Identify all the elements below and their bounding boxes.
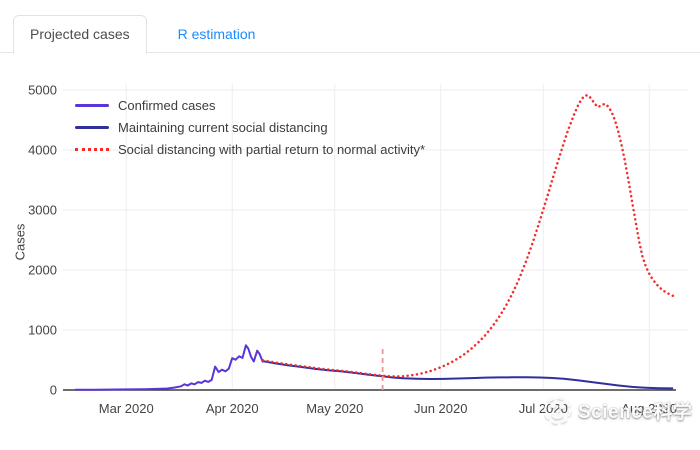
- x-tick-label: Aug 2020: [621, 401, 677, 416]
- y-tick-label: 5000: [28, 83, 57, 98]
- y-tick-label: 3000: [28, 203, 57, 218]
- legend-item-maintaining-distancing[interactable]: Maintaining current social distancing: [75, 116, 425, 138]
- legend-item-partial-return[interactable]: Social distancing with partial return to…: [75, 138, 425, 160]
- y-tick-label: 0: [50, 383, 57, 398]
- x-tick-label: Jul 2020: [519, 401, 568, 416]
- x-tick-label: Apr 2020: [206, 401, 259, 416]
- legend-label: Maintaining current social distancing: [118, 119, 328, 135]
- x-tick-label: Mar 2020: [99, 401, 154, 416]
- legend-label: Confirmed cases: [118, 97, 216, 113]
- legend-line-maintaining-distancing: [75, 125, 109, 129]
- legend-item-confirmed-cases[interactable]: Confirmed cases: [75, 94, 425, 116]
- tab-bar: Projected cases R estimation: [13, 15, 272, 54]
- chart-gridlines: [63, 84, 688, 391]
- y-tick-label: 2000: [28, 263, 57, 278]
- tab-projected-cases[interactable]: Projected cases: [13, 15, 147, 54]
- y-axis-title: Cases: [12, 223, 28, 261]
- chart-tick-labels: Mar 2020 Apr 2020 May 2020 Jun 2020 Jul 2020…: [28, 83, 677, 417]
- legend-line-partial-return: [75, 147, 109, 151]
- x-tick-label: Jun 2020: [414, 401, 468, 416]
- legend-line-confirmed-cases: [75, 103, 109, 107]
- y-tick-label: 4000: [28, 143, 57, 158]
- legend-label: Social distancing with partial return to…: [118, 141, 426, 157]
- chart-legend: Confirmed cases Maintaining current soci…: [75, 94, 425, 160]
- series-line-1: [74, 344, 264, 391]
- series-line-2: [262, 360, 674, 390]
- x-tick-label: May 2020: [306, 401, 363, 416]
- tab-r-estimation[interactable]: R estimation: [177, 26, 256, 42]
- y-tick-label: 1000: [28, 323, 57, 338]
- tab-bar-divider: [0, 52, 700, 53]
- chart-series-lines: [74, 93, 675, 391]
